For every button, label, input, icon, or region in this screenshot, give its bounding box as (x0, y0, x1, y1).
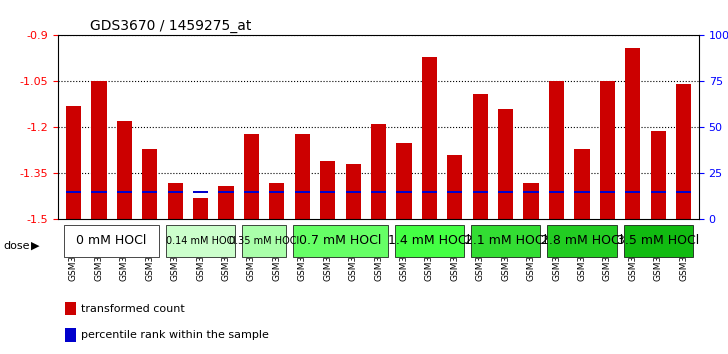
Text: ▶: ▶ (31, 241, 40, 251)
Bar (396, 191, 411, 193)
Bar (142, 149, 157, 219)
Bar (396, 143, 411, 219)
Text: GDS3670 / 1459275_at: GDS3670 / 1459275_at (90, 19, 252, 33)
Bar (116, 121, 132, 219)
FancyBboxPatch shape (624, 225, 693, 257)
Bar (549, 191, 564, 193)
FancyBboxPatch shape (471, 225, 540, 257)
Bar (447, 191, 462, 193)
Bar (244, 133, 259, 219)
Bar (218, 191, 234, 193)
Bar (65, 302, 76, 315)
Bar (320, 161, 336, 219)
Bar (295, 133, 310, 219)
Bar (116, 191, 132, 193)
Bar (91, 191, 106, 193)
Bar (371, 124, 386, 219)
Text: transformed count: transformed count (81, 304, 184, 314)
Bar (600, 191, 615, 193)
Bar (498, 109, 513, 219)
Bar (676, 191, 692, 193)
Bar (142, 191, 157, 193)
Bar (346, 164, 361, 219)
Bar (371, 191, 386, 193)
Text: 0.14 mM HOCl: 0.14 mM HOCl (165, 236, 236, 246)
FancyBboxPatch shape (547, 225, 617, 257)
Bar (65, 329, 76, 342)
Text: 3.5 mM HOCl: 3.5 mM HOCl (617, 234, 700, 247)
Bar (447, 155, 462, 219)
Bar (422, 57, 437, 219)
Bar (651, 191, 666, 193)
Text: dose: dose (4, 241, 30, 251)
Bar (244, 191, 259, 193)
FancyBboxPatch shape (64, 225, 159, 257)
Text: 0 mM HOCl: 0 mM HOCl (76, 234, 147, 247)
Bar (498, 191, 513, 193)
Bar (600, 81, 615, 219)
Bar (269, 191, 285, 193)
Bar (422, 191, 437, 193)
Bar (66, 106, 81, 219)
FancyBboxPatch shape (395, 225, 464, 257)
Bar (472, 191, 488, 193)
Text: 2.1 mM HOCl: 2.1 mM HOCl (464, 234, 547, 247)
Text: 0.35 mM HOCl: 0.35 mM HOCl (229, 236, 299, 246)
Bar (91, 81, 106, 219)
Text: 2.8 mM HOCl: 2.8 mM HOCl (541, 234, 623, 247)
Bar (651, 131, 666, 219)
Bar (218, 186, 234, 219)
Bar (574, 149, 590, 219)
Bar (676, 85, 692, 219)
Bar (346, 191, 361, 193)
Text: 1.4 mM HOCl: 1.4 mM HOCl (388, 234, 470, 247)
Bar (574, 191, 590, 193)
Text: percentile rank within the sample: percentile rank within the sample (81, 330, 269, 340)
Bar (625, 191, 641, 193)
Bar (295, 191, 310, 193)
FancyBboxPatch shape (166, 225, 235, 257)
Bar (549, 81, 564, 219)
Bar (167, 191, 183, 193)
Bar (193, 191, 208, 193)
FancyBboxPatch shape (242, 225, 286, 257)
FancyBboxPatch shape (293, 225, 388, 257)
Bar (625, 48, 641, 219)
Bar (193, 198, 208, 219)
Bar (269, 183, 285, 219)
Text: 0.7 mM HOCl: 0.7 mM HOCl (299, 234, 381, 247)
Bar (320, 191, 336, 193)
Bar (523, 191, 539, 193)
Bar (66, 191, 81, 193)
Bar (472, 94, 488, 219)
Bar (167, 183, 183, 219)
Bar (523, 183, 539, 219)
